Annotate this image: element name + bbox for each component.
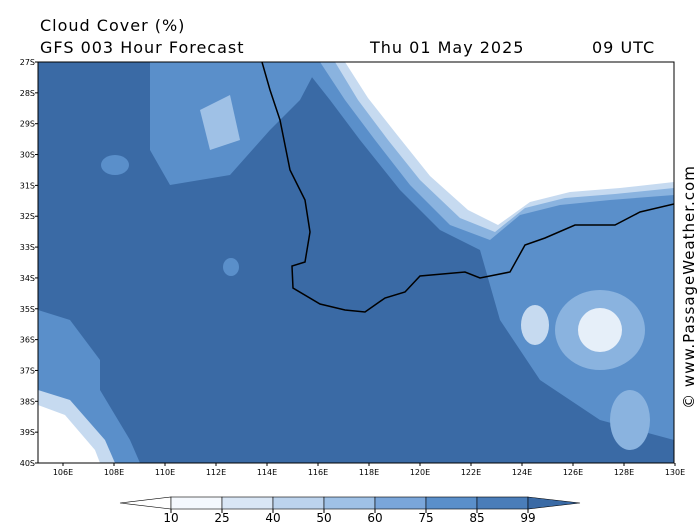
lat-label: 40S (20, 459, 35, 468)
colorbar-label: 75 (418, 511, 433, 525)
time: 09 UTC (592, 38, 655, 57)
cloud-contour (223, 258, 239, 276)
colorbar-cell (425, 496, 478, 510)
lat-label: 30S (20, 151, 35, 160)
lon-label: 126E (563, 468, 583, 477)
colorbar-label: 50 (316, 511, 331, 525)
lat-label: 29S (20, 120, 35, 129)
lat-label: 34S (20, 274, 35, 283)
lat-label: 38S (20, 397, 35, 406)
lat-label: 33S (20, 243, 35, 252)
lon-label: 112E (206, 468, 226, 477)
cloud-contour (578, 308, 622, 352)
lon-label: 106E (53, 468, 73, 477)
lon-label: 118E (359, 468, 379, 477)
subtitle: GFS 003 Hour Forecast (40, 38, 245, 57)
colorbar-cell (272, 496, 325, 510)
lon-label: 114E (257, 468, 277, 477)
lon-label: 122E (461, 468, 481, 477)
colorbar-cell (476, 496, 529, 510)
colorbar (119, 496, 581, 510)
map-frame (37, 61, 675, 464)
colorbar-label: 99 (520, 511, 535, 525)
lat-label: 37S (20, 366, 35, 375)
coastline (261, 62, 674, 313)
credit: © www.PassageWeather.com (680, 165, 698, 409)
cloud-contour (345, 62, 674, 225)
colorbar-label: 60 (367, 511, 382, 525)
lat-label: 39S (20, 428, 35, 437)
colorbar-label: 25 (214, 511, 229, 525)
lat-label: 36S (20, 336, 35, 345)
colorbar-label: 10 (163, 511, 178, 525)
lat-label: 31S (20, 181, 35, 190)
cloud-contour (521, 305, 549, 345)
cloud-contour (101, 155, 129, 175)
cloud-contour (610, 390, 650, 450)
lon-label: 120E (410, 468, 430, 477)
lon-label: 110E (155, 468, 175, 477)
colorbar-cell (527, 496, 581, 510)
lon-label: 116E (308, 468, 328, 477)
lat-label: 27S (20, 58, 35, 67)
cloud-contour (38, 405, 100, 463)
lat-label: 35S (20, 305, 35, 314)
colorbar-cell (374, 496, 427, 510)
colorbar-cell (323, 496, 376, 510)
cloud-contour (200, 95, 240, 150)
lat-label: 32S (20, 212, 35, 221)
lon-label: 130E (665, 468, 685, 477)
lon-label: 124E (512, 468, 532, 477)
colorbar-label: 40 (265, 511, 280, 525)
colorbar-label: 85 (469, 511, 484, 525)
lon-label: 108E (104, 468, 124, 477)
date: Thu 01 May 2025 (369, 38, 524, 57)
lon-label: 128E (614, 468, 634, 477)
colorbar-cell (221, 496, 274, 510)
colorbar-cell (170, 496, 223, 510)
lat-label: 28S (20, 89, 35, 98)
title: Cloud Cover (%) (40, 16, 185, 35)
colorbar-cell (119, 496, 172, 510)
map (37, 61, 675, 464)
